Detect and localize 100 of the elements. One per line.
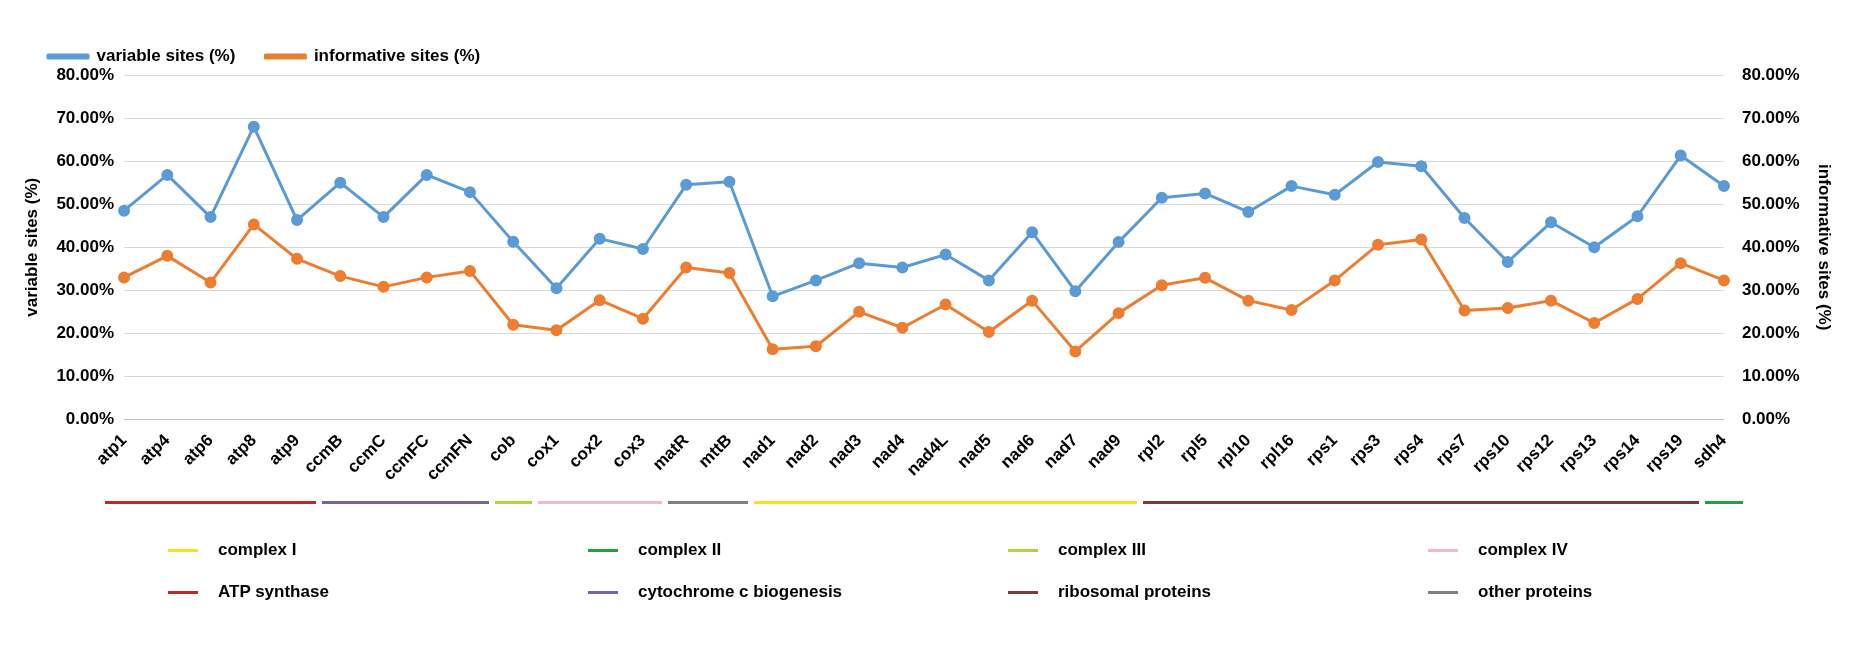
point bbox=[334, 176, 347, 189]
y-axis-title: variable sites (%) bbox=[21, 177, 41, 317]
text: other proteins bbox=[1478, 582, 1593, 602]
y-tick-label: 30.00% bbox=[56, 279, 115, 299]
point bbox=[1242, 294, 1255, 307]
x-tick-label: rpl2 bbox=[1132, 430, 1168, 466]
point bbox=[1458, 211, 1471, 224]
y2-tick-label: 60.00% bbox=[1741, 150, 1800, 170]
text: ATP synthase bbox=[218, 582, 329, 602]
point bbox=[1501, 255, 1514, 268]
point bbox=[939, 298, 952, 311]
y2-tick-label: 10.00% bbox=[1741, 366, 1800, 386]
point bbox=[507, 318, 520, 331]
point bbox=[1026, 226, 1039, 239]
text: ribosomal proteins bbox=[1058, 582, 1212, 602]
y-tick-label: 0.00% bbox=[65, 409, 115, 429]
y-tick-label: 10.00% bbox=[56, 366, 115, 386]
x-tick-label: cob bbox=[484, 430, 520, 466]
point bbox=[1631, 210, 1644, 223]
y2-tick-label: 0.00% bbox=[1741, 409, 1791, 429]
point bbox=[463, 186, 476, 199]
point bbox=[766, 343, 779, 356]
point bbox=[1199, 271, 1212, 284]
point bbox=[1328, 274, 1341, 287]
y2-tick-label: 40.00% bbox=[1741, 236, 1800, 256]
text: complex II bbox=[638, 540, 722, 560]
point bbox=[463, 264, 476, 277]
point bbox=[982, 326, 995, 339]
point bbox=[507, 235, 520, 248]
point bbox=[1674, 257, 1687, 270]
point bbox=[680, 261, 693, 274]
point bbox=[1717, 180, 1730, 193]
legend-label: informative sites (%) bbox=[313, 46, 481, 66]
point bbox=[247, 120, 260, 133]
y2-axis-title: informative sites (%) bbox=[1815, 164, 1835, 331]
point bbox=[161, 249, 174, 262]
point bbox=[939, 248, 952, 261]
y2-tick-label: 80.00% bbox=[1741, 64, 1800, 84]
y-tick-label: 80.00% bbox=[56, 64, 115, 84]
point bbox=[204, 211, 217, 224]
point bbox=[1112, 307, 1125, 320]
point bbox=[550, 282, 563, 295]
point bbox=[1285, 180, 1298, 193]
point bbox=[1588, 317, 1601, 330]
point bbox=[420, 168, 433, 181]
point bbox=[1026, 294, 1039, 307]
point bbox=[1285, 304, 1298, 317]
text: complex III bbox=[1058, 540, 1146, 560]
point bbox=[1674, 149, 1687, 162]
y-tick-label: 60.00% bbox=[56, 150, 115, 170]
point bbox=[1069, 285, 1082, 298]
y2-tick-label: 70.00% bbox=[1741, 107, 1800, 127]
point bbox=[1112, 236, 1125, 249]
point bbox=[982, 274, 995, 287]
point bbox=[1155, 279, 1168, 292]
point bbox=[1328, 188, 1341, 201]
point bbox=[593, 232, 606, 245]
point bbox=[636, 242, 649, 255]
point bbox=[766, 290, 779, 303]
point bbox=[809, 274, 822, 287]
text: complex IV bbox=[1478, 540, 1568, 560]
y2-tick-label: 30.00% bbox=[1741, 279, 1800, 299]
y-tick-label: 40.00% bbox=[56, 236, 115, 256]
point bbox=[1372, 238, 1385, 251]
point bbox=[1458, 304, 1471, 317]
point bbox=[118, 271, 131, 284]
point bbox=[1372, 155, 1385, 168]
point bbox=[550, 324, 563, 337]
point bbox=[334, 270, 347, 283]
point bbox=[1242, 205, 1255, 218]
point bbox=[1199, 187, 1212, 200]
point bbox=[809, 340, 822, 353]
y2-tick-label: 50.00% bbox=[1741, 193, 1800, 213]
point bbox=[896, 321, 909, 334]
y-tick-label: 20.00% bbox=[56, 323, 115, 343]
y-tick-label: 50.00% bbox=[56, 193, 115, 213]
text: complex I bbox=[218, 540, 297, 560]
point bbox=[1544, 216, 1557, 229]
point bbox=[593, 294, 606, 307]
point bbox=[853, 305, 866, 318]
point bbox=[1155, 191, 1168, 204]
point bbox=[1501, 301, 1514, 314]
point bbox=[377, 211, 390, 224]
text: cytochrome c biogenesis bbox=[638, 582, 843, 602]
legend-label: variable sites (%) bbox=[96, 46, 236, 66]
point bbox=[680, 178, 693, 191]
point bbox=[723, 267, 736, 280]
point bbox=[420, 271, 433, 284]
point bbox=[1588, 241, 1601, 254]
point bbox=[118, 204, 131, 217]
point bbox=[204, 276, 217, 289]
point bbox=[636, 312, 649, 325]
point bbox=[161, 168, 174, 181]
point bbox=[1631, 292, 1644, 305]
point bbox=[896, 261, 909, 274]
point bbox=[291, 214, 304, 227]
point bbox=[1415, 233, 1428, 246]
point bbox=[377, 280, 390, 293]
point bbox=[1544, 294, 1557, 307]
point bbox=[247, 218, 260, 231]
